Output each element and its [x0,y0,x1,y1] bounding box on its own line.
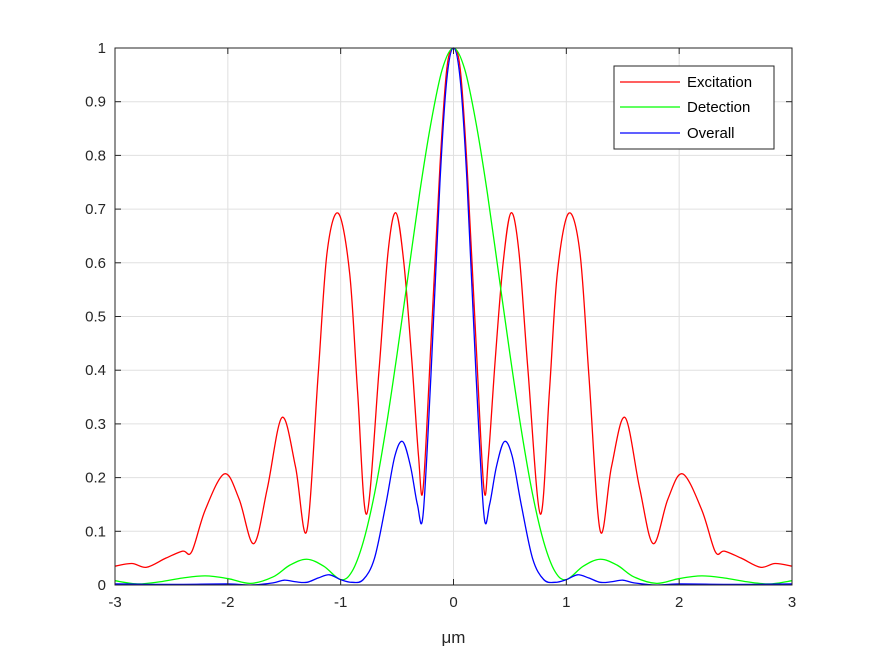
x-axis-label: μm [442,628,466,647]
x-tick-label: 3 [788,594,796,611]
y-tick-label: 0.3 [85,416,106,433]
legend: Excitation Detection Overall [613,65,775,150]
x-tick-label: 1 [562,594,570,611]
y-tick-label: 0.8 [85,147,106,164]
x-tick-label: 0 [449,594,457,611]
y-tick-label: 0 [98,577,106,594]
y-tick-label: 0.6 [85,255,106,272]
y-tick-label: 0.1 [85,523,106,540]
legend-label-overall: Overall [687,125,735,142]
x-tick-label: 2 [675,594,683,611]
x-tick-label: -1 [334,594,347,611]
legend-label-excitation: Excitation [687,74,752,91]
legend-label-detection: Detection [687,99,750,116]
x-tick-label: -3 [108,594,121,611]
x-tick-label: -2 [221,594,234,611]
y-tick-label: 0.4 [85,362,106,379]
axis-ticks: -3 -2 -1 0 1 2 3 0 0.1 0.2 0.3 0.4 0.5 0.6 0.7 0.8 0.9 1 [85,40,796,611]
y-tick-label: 0.9 [85,94,106,111]
y-tick-label: 0.2 [85,470,106,487]
y-tick-label: 0.7 [85,201,106,218]
y-tick-label: 0.5 [85,309,106,326]
y-tick-label: 1 [98,40,106,57]
